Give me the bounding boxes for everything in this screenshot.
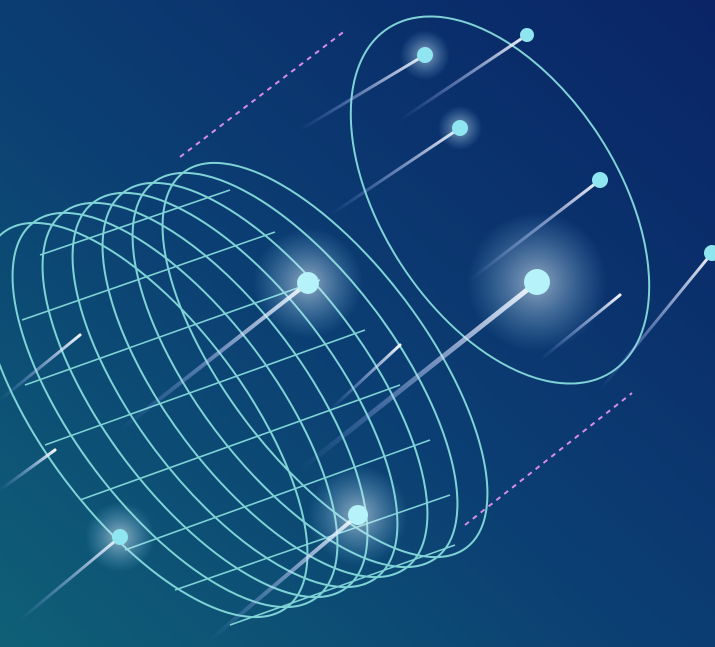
dashed-lines [179, 29, 633, 526]
ring [349, 15, 651, 385]
dots [112, 28, 715, 545]
